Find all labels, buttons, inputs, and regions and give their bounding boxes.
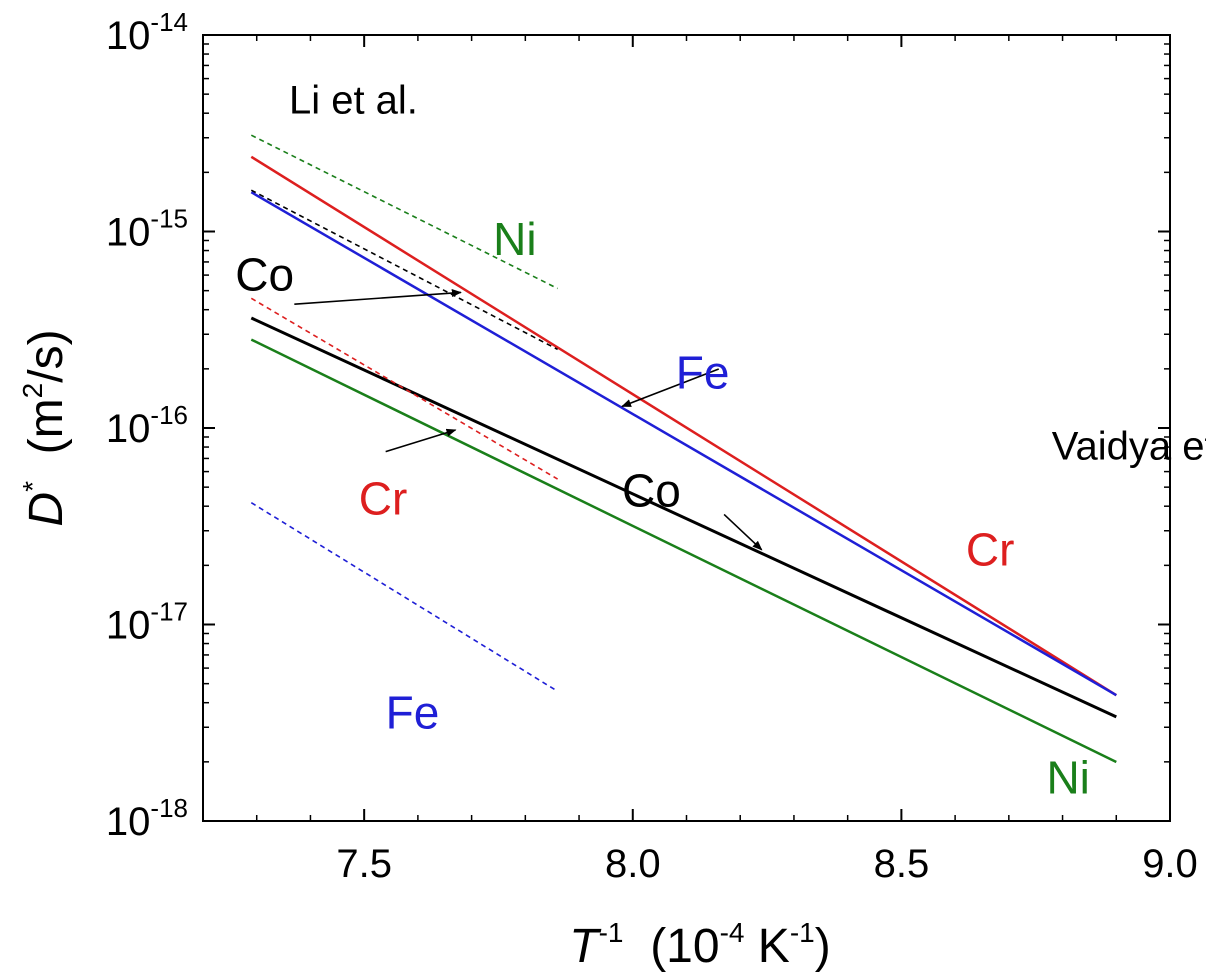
y-tick-label: 10-17 (106, 597, 188, 648)
annotation-label: Co (622, 465, 681, 517)
annotation-layer: Li et al. Vaidya et al. Ni Co Fe Cr Co Cr Fe Ni (235, 79, 1206, 804)
annotation-label: Li et al. (289, 79, 418, 123)
annotation-label: Fe (386, 687, 440, 739)
x-axis-label: T-1 (10-4 K-1) (569, 917, 830, 973)
annotation-label: Fe (676, 347, 730, 399)
x-tick-label: 8.0 (605, 842, 661, 886)
series-line-co-vaidya (250, 316, 1117, 719)
series-layer (250, 134, 1117, 764)
annotation-label: Ni (1046, 751, 1089, 803)
annotation-arrow (294, 289, 462, 306)
series-line-ni-li (250, 134, 558, 290)
series-line-cr-vaidya (250, 155, 1117, 697)
annotation-arrow (723, 513, 763, 551)
arrow-layer (294, 289, 763, 551)
y-tick-label: 10-15 (106, 204, 188, 255)
annotation-label: Co (235, 248, 294, 300)
annotation-label: Vaidya et al. (1052, 424, 1206, 468)
x-tick-label: 7.5 (336, 842, 392, 886)
series-line-fe-li (250, 502, 559, 692)
annotation-arrow (621, 368, 720, 408)
annotation-label: Ni (493, 213, 536, 265)
series-line-fe-vaidya (250, 191, 1117, 697)
annotation-label: Cr (359, 472, 408, 524)
y-tick-label: 10-16 (106, 400, 188, 451)
y-axis-label: D* (m2/s) (17, 329, 73, 526)
series-line-co-li (250, 189, 558, 351)
series-line-ni-vaidya (250, 338, 1117, 764)
x-tick-label: 8.5 (874, 842, 930, 886)
x-tick-label: 9.0 (1142, 842, 1198, 886)
tick-layer: 7.5 8.0 8.5 9.0 10-18 10-17 10-16 10-15 10-14 (106, 7, 1198, 886)
y-tick-label: 10-18 (106, 793, 188, 844)
y-tick-label: 10-14 (106, 7, 188, 58)
annotation-label: Cr (966, 524, 1015, 576)
annotation-arrow (385, 428, 457, 453)
